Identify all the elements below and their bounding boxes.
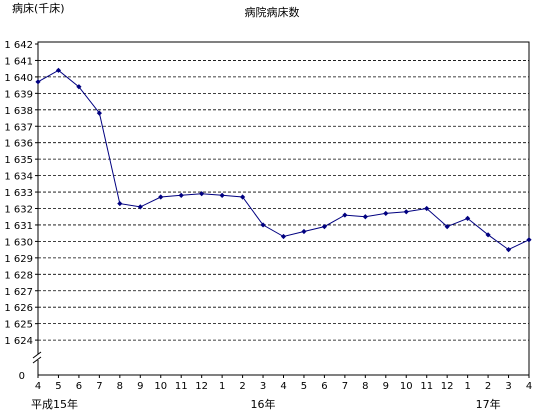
data-point [158, 194, 164, 200]
x-tick-label: 8 [362, 381, 368, 392]
x-tick-label: 3 [260, 381, 266, 392]
x-tick-label: 10 [154, 381, 167, 392]
grid-lines [38, 60, 529, 341]
x-tick-label: 10 [400, 381, 413, 392]
data-point [362, 214, 368, 220]
y-tick-label: 1 635 [4, 155, 33, 166]
y-axis-label: 病床(千床) [12, 1, 65, 15]
y-tick-label: 1 629 [4, 254, 33, 265]
x-tick-label: 7 [342, 381, 348, 392]
y-tick-label: 1 637 [4, 122, 33, 133]
data-point [280, 233, 287, 240]
x-tick-label: 2 [239, 381, 245, 392]
y-tick-label: 1 636 [4, 139, 33, 150]
y-tick-label: 1 627 [4, 287, 33, 298]
x-tick-label: 8 [117, 381, 123, 392]
x-tick-label: 6 [76, 381, 82, 392]
data-point [178, 192, 184, 198]
data-point [465, 215, 471, 221]
y-tick-label: 1 632 [4, 205, 33, 216]
year-label: 17年 [476, 397, 501, 411]
axis-break-mark [32, 351, 42, 364]
series-markers [35, 67, 532, 253]
y-tick-label: 1 624 [4, 336, 33, 347]
data-point [76, 84, 82, 90]
data-point [424, 205, 430, 212]
y-tick-label: 1 640 [4, 73, 33, 84]
data-point [485, 232, 491, 238]
data-point [55, 67, 62, 73]
x-tick-label: 5 [55, 381, 61, 392]
x-tick-label: 1 [219, 381, 225, 392]
chart-title: 病院病床数 [245, 5, 300, 19]
y-tick-label: 1 642 [4, 40, 33, 51]
x-tick-label: 4 [280, 381, 286, 392]
y-tick-label: 1 639 [4, 89, 33, 100]
y-tick-label: 1 641 [4, 56, 33, 67]
x-tick-label: 3 [505, 381, 511, 392]
data-point [505, 247, 512, 253]
data-point [199, 191, 205, 197]
y-tick-label: 1 630 [4, 237, 33, 248]
data-point [219, 192, 225, 198]
y-tick-label-zero: 0 [19, 371, 25, 382]
y-tick-label: 1 626 [4, 303, 33, 314]
x-tick-label: 12 [441, 381, 454, 392]
axis-break-line [32, 356, 42, 364]
x-tick-label: 11 [420, 381, 433, 392]
data-point [96, 110, 102, 116]
x-tick-label: 2 [485, 381, 491, 392]
data-point [239, 194, 246, 200]
data-point [117, 200, 123, 207]
data-point [137, 204, 143, 210]
y-tick-label: 1 628 [4, 270, 33, 281]
y-tick-label: 1 638 [4, 106, 33, 117]
year-label: 平成15年 [31, 397, 78, 411]
y-tick-label: 1 631 [4, 221, 33, 232]
data-point [444, 223, 450, 230]
y-tick-label: 1 625 [4, 320, 33, 331]
y-tick-label: 1 633 [4, 188, 33, 199]
x-tick-label: 4 [35, 381, 41, 392]
x-tick-label: 7 [96, 381, 102, 392]
x-tick-label: 9 [137, 381, 143, 392]
x-tick-label: 12 [195, 381, 208, 392]
x-tick-label: 5 [301, 381, 307, 392]
data-point [321, 223, 328, 230]
axis-break-gap [34, 354, 42, 360]
x-tick-label: 11 [175, 381, 188, 392]
data-point [526, 237, 532, 243]
y-axis-ticks: 1 624 1 625 1 626 1 627 1 628 1 629 1 630 1 631… [4, 40, 38, 382]
x-tick-label: 1 [464, 381, 470, 392]
data-point [301, 228, 307, 235]
data-point [260, 222, 266, 228]
year-label: 16年 [251, 397, 276, 411]
x-tick-label: 4 [526, 381, 532, 392]
data-point [35, 79, 41, 85]
x-tick-label: 6 [321, 381, 327, 392]
data-point [403, 209, 409, 215]
axis-break-line [32, 351, 42, 359]
data-point [383, 210, 389, 217]
y-tick-label: 1 634 [4, 172, 33, 183]
data-point [342, 212, 348, 218]
x-tick-label: 9 [383, 381, 389, 392]
